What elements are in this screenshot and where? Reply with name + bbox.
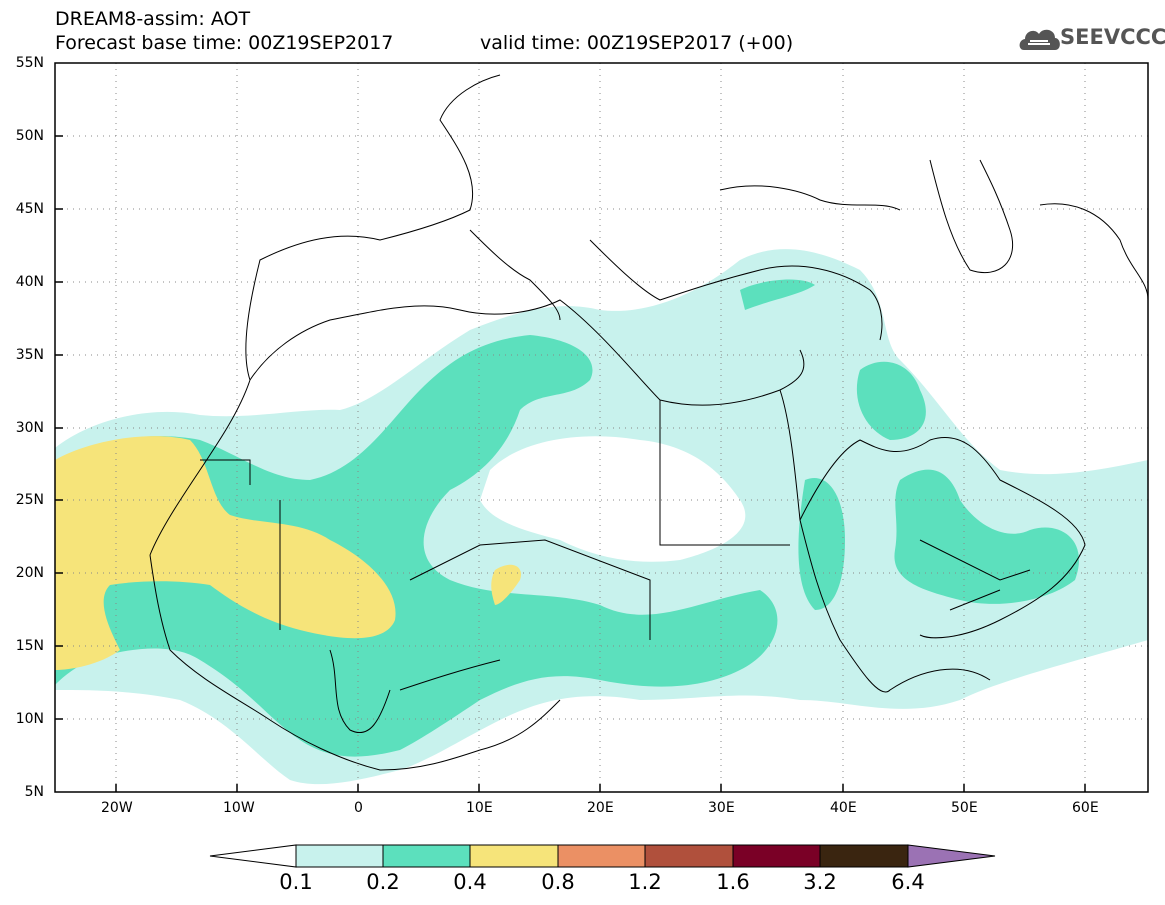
colorbar-label: 1.6 — [716, 870, 750, 894]
y-tick-label: 40N — [15, 274, 44, 290]
aot-contour-0.4 — [55, 436, 396, 670]
aot-contour-0.4-niger — [491, 564, 521, 605]
valid-time: valid time: 00Z19SEP2017 (+00) — [480, 32, 794, 54]
chart-title: DREAM8-assim: AOT — [55, 8, 251, 30]
x-tick-label: 0 — [354, 800, 363, 816]
colorbar-segment — [819, 844, 909, 868]
x-tick-label: 30E — [708, 800, 735, 816]
colorbar-label: 0.4 — [453, 870, 487, 894]
y-tick-label: 10N — [15, 711, 44, 727]
x-tick-label: 40E — [830, 800, 857, 816]
colorbar — [209, 844, 996, 868]
aot-contour-0.2-iraq — [856, 361, 926, 440]
x-tick-label: 20W — [101, 800, 133, 816]
logo-text: SEEVCCC — [1060, 25, 1165, 49]
aot-contour-0.2-arabia — [894, 469, 1079, 604]
y-tick-label: 45N — [15, 201, 44, 217]
aot-contour-0.2-redsea — [798, 478, 845, 610]
y-tick-label: 50N — [15, 128, 44, 144]
y-tick-label: 55N — [15, 55, 44, 71]
aot-field — [55, 249, 1148, 785]
y-tick-label: 35N — [15, 347, 44, 363]
y-tick-label: 30N — [15, 420, 44, 436]
colorbar-arrow-low — [209, 844, 297, 868]
gridlines — [55, 63, 1148, 792]
x-tick-label: 60E — [1072, 800, 1099, 816]
colorbar-label: 3.2 — [803, 870, 837, 894]
forecast-base-time: Forecast base time: 00Z19SEP2017 — [55, 32, 394, 54]
colorbar-label: 6.4 — [891, 870, 925, 894]
axis-ticks — [55, 135, 1086, 792]
colorbar-segment — [295, 844, 384, 868]
coastlines — [149, 74, 1148, 771]
colorbar-label: 0.8 — [541, 870, 575, 894]
y-tick-label: 5N — [24, 784, 44, 800]
x-tick-label: 20E — [587, 800, 614, 816]
colorbar-segment — [382, 844, 471, 868]
aot-contour-0.2-turkey — [740, 279, 815, 310]
y-tick-label: 25N — [15, 492, 44, 508]
y-tick-label: 15N — [15, 638, 44, 654]
aot-below-0.1 — [480, 436, 746, 562]
colorbar-segment — [469, 844, 559, 868]
y-tick-label: 20N — [15, 565, 44, 581]
colorbar-segment — [644, 844, 734, 868]
x-tick-label: 50E — [951, 800, 978, 816]
colorbar-label: 0.2 — [366, 870, 400, 894]
colorbar-label: 1.2 — [628, 870, 662, 894]
colorbar-label: 0.1 — [279, 870, 313, 894]
colorbar-segment — [557, 844, 646, 868]
x-tick-label: 10W — [223, 800, 255, 816]
cloud-logo-icon — [1019, 29, 1060, 50]
x-tick-label: 10E — [466, 800, 493, 816]
aot-contour-0.2 — [55, 335, 778, 757]
colorbar-segment — [732, 844, 821, 868]
colorbar-arrow-high — [907, 844, 996, 868]
